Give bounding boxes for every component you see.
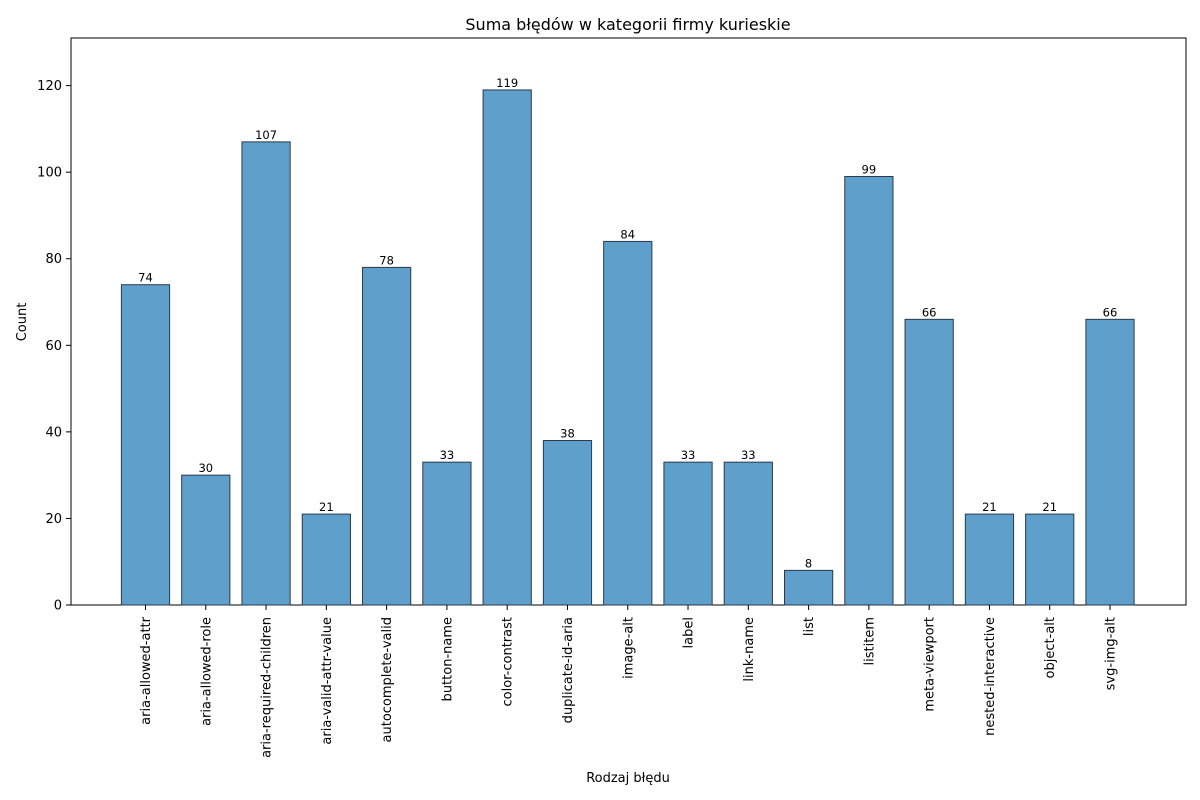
y-tick-label: 60 <box>45 339 62 354</box>
y-tick-label: 100 <box>37 166 62 181</box>
x-tick-label: list <box>802 617 817 636</box>
x-tick-label: label <box>682 617 697 648</box>
bar <box>181 474 231 606</box>
bar <box>783 569 834 606</box>
bar <box>241 141 291 606</box>
x-tick-label: duplicate-id-aria <box>561 617 576 723</box>
x-tick-label: aria-allowed-attr <box>139 616 154 724</box>
y-tick-label: 40 <box>45 425 62 440</box>
bar-value-label: 8 <box>805 556 812 570</box>
x-tick-label: listitem <box>862 617 877 665</box>
chart-title: Suma błędów w kategorii firmy kurieskie <box>465 15 790 34</box>
bar-value-label: 107 <box>255 128 277 142</box>
bar-value-label: 38 <box>560 427 575 441</box>
y-tick-label: 20 <box>45 512 62 527</box>
bar-value-label: 33 <box>741 448 756 462</box>
bar-value-label: 30 <box>198 461 213 475</box>
bar-value-label: 21 <box>319 500 334 514</box>
bar-value-label: 33 <box>440 448 455 462</box>
x-tick-label: meta-viewport <box>923 617 938 712</box>
x-tick-label: aria-valid-attr-value <box>320 617 335 745</box>
bar <box>964 513 1015 606</box>
y-tick-label: 80 <box>45 252 62 267</box>
bar <box>603 240 653 606</box>
bar-value-label: 21 <box>1042 500 1057 514</box>
x-tick-label: image-alt <box>621 617 636 679</box>
bar <box>120 284 171 606</box>
bar-value-label: 66 <box>1103 305 1118 319</box>
bar <box>844 176 894 606</box>
bar-value-label: 84 <box>620 227 635 241</box>
bar <box>542 440 593 606</box>
bar-value-label: 33 <box>681 448 696 462</box>
x-tick-label: button-name <box>440 617 455 701</box>
bar <box>723 461 773 606</box>
bar <box>663 461 713 606</box>
bar <box>904 318 954 606</box>
bar-value-label: 119 <box>496 76 518 90</box>
bar <box>422 461 472 606</box>
x-tick-label: link-name <box>742 617 757 682</box>
bar-value-label: 66 <box>922 305 937 319</box>
x-tick-label: autocomplete-valid <box>380 617 395 742</box>
bar-value-label: 78 <box>379 253 394 267</box>
y-axis-title: Count <box>15 303 30 342</box>
x-axis-title: Rodzaj błędu <box>586 771 670 786</box>
bar <box>301 513 351 606</box>
x-tick-label: nested-interactive <box>983 617 998 736</box>
x-tick-label: svg-img-alt <box>1104 617 1119 690</box>
bar <box>1025 513 1075 606</box>
x-tick-label: object-alt <box>1043 617 1058 678</box>
x-tick-label: color-contrast <box>501 617 516 707</box>
y-tick-label: 120 <box>37 79 62 94</box>
y-tick-label: 0 <box>54 599 62 614</box>
bar-value-label: 74 <box>138 271 153 285</box>
bar <box>1085 318 1135 606</box>
bar-value-label: 21 <box>982 500 997 514</box>
bar <box>482 89 532 606</box>
bar <box>362 266 412 606</box>
x-tick-label: aria-required-children <box>260 617 275 758</box>
bar-value-label: 99 <box>862 163 877 177</box>
x-tick-label: aria-allowed-role <box>199 617 214 726</box>
plot-area: 0 20 40 60 80 100 120 74 aria-allowed-attr 30 aria… <box>37 37 1187 758</box>
